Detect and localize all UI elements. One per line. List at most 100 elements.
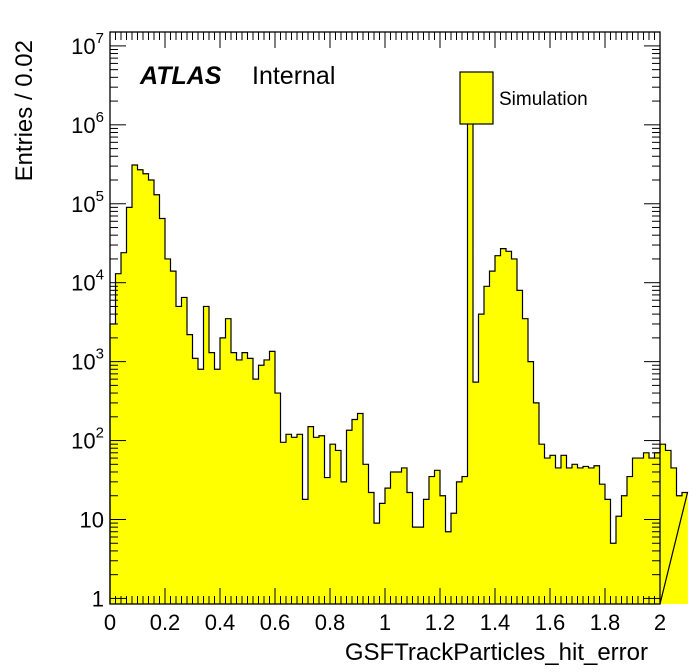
histogram-bar bbox=[555, 467, 562, 604]
histogram-bar bbox=[132, 164, 138, 605]
histogram-bar bbox=[522, 318, 529, 604]
axis-ticks bbox=[109, 32, 661, 604]
histogram-bar bbox=[203, 306, 210, 604]
histogram-bar bbox=[159, 218, 166, 604]
histogram-bar bbox=[649, 458, 655, 604]
histogram-bar bbox=[225, 318, 232, 604]
histogram-bar bbox=[253, 379, 259, 604]
x-tick-label: 1 bbox=[379, 610, 391, 635]
atlas-label-bold: ATLAS bbox=[139, 62, 222, 90]
histogram-bar bbox=[379, 503, 386, 604]
histogram-bar bbox=[115, 273, 122, 604]
histogram-bar bbox=[671, 467, 677, 604]
histogram-bars bbox=[110, 121, 688, 605]
histogram-bar bbox=[357, 413, 364, 604]
x-tick-label: 1.6 bbox=[535, 610, 566, 635]
histogram-bar bbox=[445, 531, 452, 604]
x-tick-label: 1.2 bbox=[425, 610, 456, 635]
histogram-bar bbox=[550, 455, 556, 604]
histogram-bar bbox=[544, 458, 551, 604]
x-tick-labels: 0 0.2 0.4 0.6 0.8 1 1.2 1.4 1.6 1.8 2 bbox=[104, 610, 666, 635]
histogram-bar bbox=[209, 352, 215, 604]
histogram-bar bbox=[121, 252, 127, 604]
histogram-bar bbox=[390, 471, 397, 604]
histogram-bar bbox=[352, 419, 358, 604]
histogram-bar bbox=[264, 359, 270, 604]
histogram-bar bbox=[594, 465, 600, 604]
x-tick-label: 0.4 bbox=[205, 610, 236, 635]
histogram-outline bbox=[109, 120, 689, 605]
y-tick-label: 107 bbox=[71, 30, 104, 59]
histogram-bar bbox=[137, 169, 144, 604]
histogram-bar bbox=[511, 258, 518, 604]
histogram-bar bbox=[401, 467, 408, 604]
histogram-bar bbox=[473, 382, 479, 604]
histogram-bar bbox=[451, 513, 457, 604]
histogram-bar bbox=[583, 466, 589, 604]
histogram-bar bbox=[154, 194, 160, 604]
histogram-bar bbox=[539, 444, 545, 604]
legend: Simulation bbox=[459, 71, 588, 125]
y-tick-label: 103 bbox=[71, 346, 104, 375]
histogram-bar bbox=[187, 334, 193, 604]
histogram-bar bbox=[286, 434, 292, 604]
legend-swatch-simulation bbox=[459, 71, 494, 125]
x-tick-label: 0 bbox=[104, 610, 116, 635]
histogram-bar bbox=[308, 426, 314, 604]
histogram-bar bbox=[627, 476, 633, 604]
histogram-bar bbox=[533, 402, 540, 604]
histogram-bar bbox=[143, 173, 149, 604]
histogram-bar bbox=[489, 271, 496, 604]
histogram-bar bbox=[280, 442, 287, 604]
histogram-bar bbox=[434, 470, 441, 604]
histogram-bar bbox=[676, 495, 683, 604]
histogram-bar bbox=[269, 351, 276, 604]
histogram-bar bbox=[495, 255, 501, 605]
histogram-bar bbox=[440, 495, 446, 604]
histogram-bar bbox=[385, 488, 391, 604]
histogram-bar bbox=[506, 251, 512, 605]
histogram-bar bbox=[181, 297, 188, 604]
histogram-bar bbox=[456, 481, 463, 604]
y-tick-labels: 1 10 102 103 104 105 106 107 bbox=[71, 30, 104, 612]
histogram-bar bbox=[319, 435, 325, 604]
histogram-bar bbox=[165, 258, 171, 604]
histogram-bar bbox=[621, 495, 628, 604]
histogram-bar bbox=[275, 393, 281, 604]
histogram-bar bbox=[500, 248, 507, 604]
histogram-bar bbox=[291, 437, 298, 604]
histogram-bar bbox=[363, 464, 369, 604]
atlas-label: ATLAS Internal bbox=[139, 62, 335, 90]
x-tick-label: 0.8 bbox=[315, 610, 346, 635]
histogram-bar bbox=[313, 437, 320, 604]
histogram-bar bbox=[610, 543, 617, 604]
x-tick-label: 1.8 bbox=[590, 610, 621, 635]
histogram-bar bbox=[236, 359, 243, 604]
histogram-bar bbox=[429, 476, 435, 604]
histogram-bar bbox=[374, 523, 380, 604]
histogram-bar bbox=[605, 499, 611, 604]
histogram-bar bbox=[638, 458, 644, 604]
histogram-bar bbox=[247, 358, 254, 604]
histogram-bar bbox=[192, 358, 199, 604]
x-axis-title: GSFTrackParticles_hit_error bbox=[345, 639, 648, 666]
histogram-bar bbox=[242, 352, 248, 604]
histogram-bar bbox=[616, 516, 622, 604]
histogram-bar bbox=[335, 450, 342, 604]
histogram-bar bbox=[665, 450, 672, 604]
histogram-bar bbox=[407, 492, 413, 604]
histogram-bar bbox=[654, 452, 661, 604]
y-tick-label: 105 bbox=[71, 188, 104, 217]
y-tick-label: 104 bbox=[71, 267, 104, 296]
histogram-bar bbox=[572, 464, 578, 604]
histogram-bar bbox=[478, 314, 485, 604]
histogram-bar bbox=[346, 430, 353, 604]
y-axis-title: Entries / 0.02 bbox=[11, 40, 38, 181]
histogram-bar bbox=[528, 361, 534, 604]
histogram-bar bbox=[632, 458, 639, 604]
histogram-bar bbox=[467, 121, 474, 604]
histogram-bar bbox=[231, 352, 237, 604]
x-tick-label: 2 bbox=[654, 610, 666, 635]
legend-label-simulation: Simulation bbox=[499, 89, 588, 110]
